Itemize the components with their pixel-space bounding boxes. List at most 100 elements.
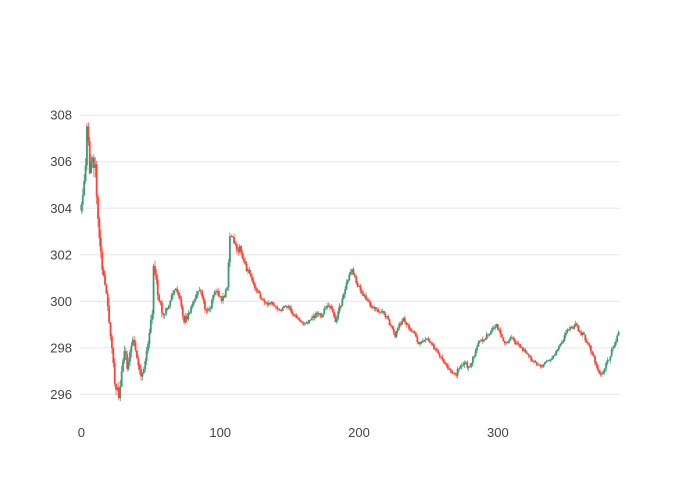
candle-body <box>567 329 570 331</box>
candle-body <box>609 356 612 360</box>
candle <box>423 339 426 342</box>
candle <box>288 305 291 310</box>
candle-body <box>537 364 539 366</box>
candle-body <box>398 323 401 328</box>
candle-body <box>109 322 112 337</box>
candle <box>588 342 591 349</box>
candle-body <box>445 363 448 365</box>
candle <box>252 277 255 287</box>
candle <box>91 156 94 168</box>
candle-body <box>179 295 181 300</box>
candle-body <box>380 311 383 313</box>
candle-body <box>391 325 394 329</box>
candle <box>446 362 449 371</box>
candle-body <box>210 300 213 309</box>
candle-body <box>434 348 437 350</box>
candle-body <box>342 294 345 299</box>
candle-body <box>291 311 294 314</box>
candle <box>112 346 115 368</box>
candle <box>596 364 599 372</box>
candle-body <box>516 343 519 345</box>
candle <box>330 304 333 310</box>
candle <box>123 345 126 364</box>
candle-body <box>220 297 223 301</box>
candle <box>506 341 509 344</box>
candle-body <box>217 290 220 296</box>
candle <box>263 298 266 306</box>
candle-body <box>508 340 510 343</box>
candle <box>430 341 433 346</box>
candle <box>119 380 122 402</box>
candle-body <box>241 252 244 259</box>
candle-body <box>607 359 610 361</box>
candle <box>367 298 370 303</box>
candle-body <box>358 286 360 287</box>
candle <box>176 286 179 295</box>
candle-body <box>487 334 490 336</box>
candle <box>120 365 123 388</box>
candle-body <box>324 308 327 309</box>
candle <box>102 265 105 278</box>
candle-body <box>249 273 252 277</box>
candle <box>166 307 169 311</box>
candle <box>309 319 312 321</box>
candle-body <box>194 298 197 302</box>
candle-body <box>501 334 503 338</box>
candle <box>353 272 356 278</box>
candle <box>419 341 422 347</box>
candle <box>179 292 181 301</box>
candle <box>612 345 614 352</box>
candle <box>406 323 409 326</box>
candle <box>498 327 501 333</box>
candle <box>570 325 573 329</box>
candle <box>616 334 619 343</box>
candle-body <box>606 360 609 364</box>
candle <box>299 319 302 323</box>
candle-body <box>83 181 86 196</box>
candle-body <box>106 293 109 307</box>
candle-body <box>580 331 583 336</box>
candle-body <box>459 366 462 369</box>
candle-body <box>548 359 551 361</box>
candle-body <box>185 316 188 320</box>
x-axis-tick-label: 0 <box>78 425 85 440</box>
candle-body <box>145 350 148 361</box>
candle-body <box>583 332 585 335</box>
candle-body <box>581 332 584 336</box>
candle <box>145 347 148 365</box>
candle <box>191 301 194 309</box>
candle-body <box>360 290 363 294</box>
candle <box>556 348 559 353</box>
candle <box>521 346 524 353</box>
candle-body <box>177 292 180 296</box>
candle-body <box>294 315 297 316</box>
candle-body <box>224 289 227 298</box>
candle-body <box>240 246 242 253</box>
candle <box>199 288 202 295</box>
candle-body <box>585 340 588 343</box>
candle-body <box>317 313 320 315</box>
candle-body <box>367 300 370 303</box>
candle-body <box>401 321 403 325</box>
candle <box>83 174 86 197</box>
candle <box>148 328 151 349</box>
candle <box>87 122 90 146</box>
candle-body <box>435 348 438 351</box>
candle <box>380 309 383 314</box>
candle-body <box>488 334 491 336</box>
candle <box>451 370 453 375</box>
candle <box>445 362 448 368</box>
candle <box>421 338 424 343</box>
candle <box>537 362 539 366</box>
candle <box>278 308 281 312</box>
candle-body <box>369 302 372 306</box>
candle-body <box>312 315 315 319</box>
candle-body <box>577 325 580 332</box>
candle-body <box>588 344 591 346</box>
candle <box>509 336 512 342</box>
candle-body <box>467 366 470 368</box>
candle-body <box>385 316 388 318</box>
candle-body <box>469 366 471 367</box>
candle <box>420 340 423 345</box>
